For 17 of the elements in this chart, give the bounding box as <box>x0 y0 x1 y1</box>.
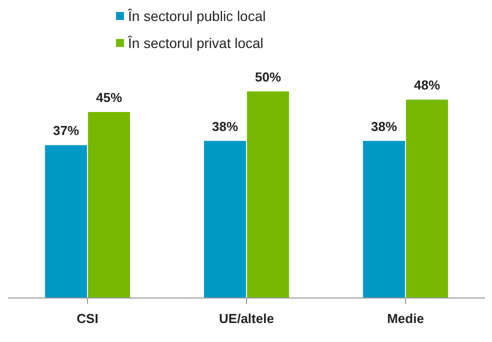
bar <box>45 145 87 298</box>
legend-label: În sectorul privat local <box>128 34 264 50</box>
data-label: 50% <box>254 69 282 84</box>
bar <box>406 100 448 298</box>
data-label: 37% <box>52 123 80 138</box>
bar <box>247 91 289 298</box>
data-label: 38% <box>370 118 398 134</box>
data-label: 45% <box>96 90 122 105</box>
bar <box>88 112 130 298</box>
legend-label: În sectorul public local <box>128 8 266 24</box>
bar <box>204 140 246 298</box>
data-label: 38% <box>212 118 238 134</box>
x-tick-label: Medie <box>387 311 424 326</box>
x-tick-label: CSI <box>76 311 98 326</box>
bar <box>363 140 405 298</box>
x-tick-label: UE/altele <box>219 311 274 326</box>
data-label: 48% <box>414 78 440 93</box>
